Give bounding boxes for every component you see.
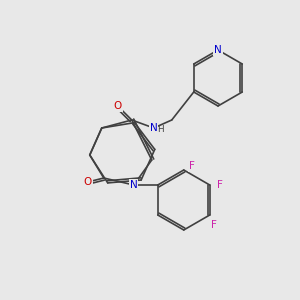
Text: H: H [158,125,164,134]
Text: N: N [150,123,158,133]
Text: F: F [189,161,195,171]
Text: O: O [84,177,92,187]
Text: O: O [114,101,122,111]
Text: F: F [211,220,217,230]
Text: N: N [130,180,138,190]
Text: F: F [217,180,223,190]
Text: N: N [214,45,222,55]
